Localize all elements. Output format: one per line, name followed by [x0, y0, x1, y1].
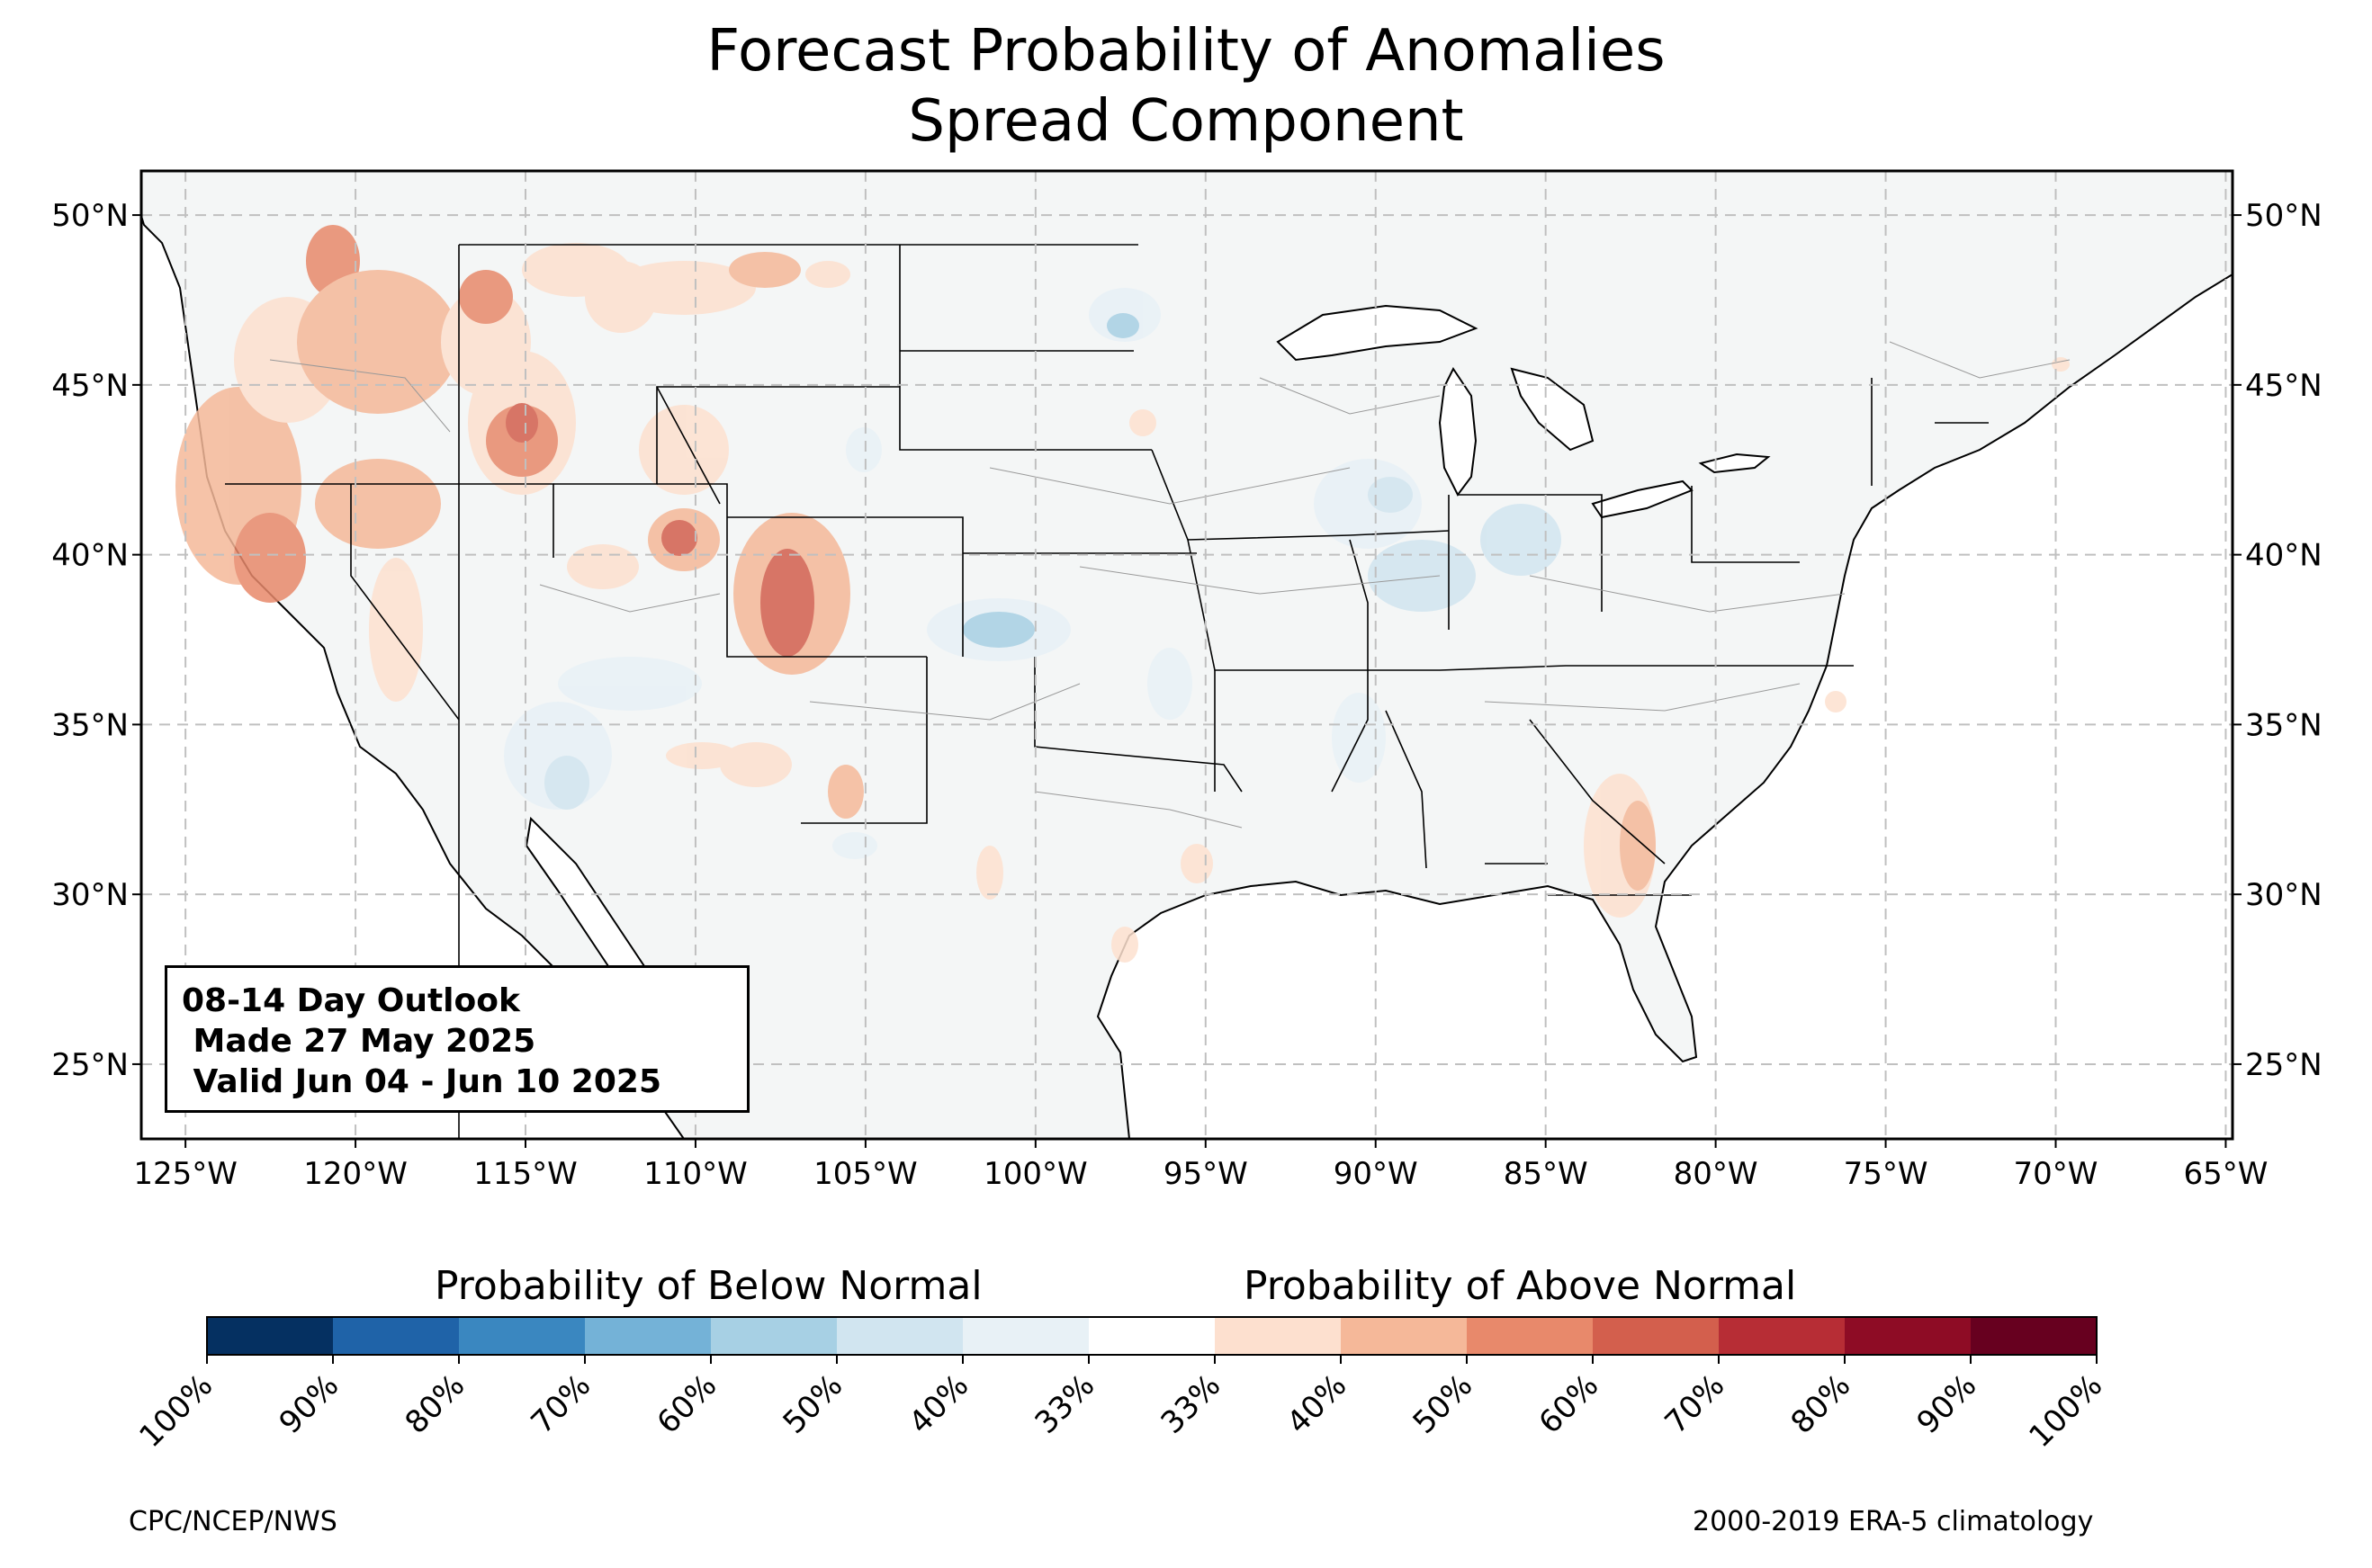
map-frame-border [139, 169, 2234, 1141]
lat-tick-label-left: 30°N [51, 877, 129, 913]
lon-tick-label: 105°W [813, 1156, 918, 1192]
lat-tick-label-right: 40°N [2245, 538, 2323, 574]
outlook-valid-range: Valid Jun 04 - Jun 10 2025 [182, 1063, 662, 1100]
axis-tick-labels: 125°W 120°W 115°W 110°W 105°W 100°W 95°W 90°W 85… [51, 198, 2322, 1192]
lake-ontario [1698, 452, 1771, 474]
lon-tick-label: 75°W [1844, 1156, 1928, 1192]
lat-tick-label-left: 50°N [51, 198, 129, 234]
colorbar-below-normal-label: Probability of Below Normal [435, 1263, 983, 1309]
credit-source: CPC/NCEP/NWS [129, 1506, 337, 1537]
lon-tick-label: 110°W [643, 1156, 748, 1192]
lat-tick-label-right: 30°N [2245, 877, 2323, 913]
minor-boundaries [269, 341, 2071, 829]
lat-tick-label-right: 50°N [2245, 198, 2323, 234]
lon-tick-label: 65°W [2183, 1156, 2268, 1192]
lon-tick-label: 85°W [1504, 1156, 1588, 1192]
outlook-period: 08-14 Day Outlook [182, 982, 520, 1019]
map-title-line2: Spread Component [908, 88, 1464, 155]
lat-tick-label-left: 40°N [51, 538, 129, 574]
lon-tick-label: 95°W [1164, 1156, 1248, 1192]
colorbar-above-normal-label: Probability of Above Normal [1244, 1263, 1797, 1309]
lon-tick-label: 90°W [1334, 1156, 1418, 1192]
outlook-info-box: 08-14 Day Outlook Made 27 May 2025 Valid… [165, 965, 750, 1113]
lon-tick-label: 100°W [984, 1156, 1088, 1192]
lake-huron [1510, 367, 1595, 452]
lat-tick-label-left: 35°N [51, 707, 129, 743]
lon-tick-label: 115°W [473, 1156, 578, 1192]
lat-tick-label-left: 25°N [51, 1047, 129, 1083]
lon-tick-label: 125°W [133, 1156, 238, 1192]
lon-tick-label: 80°W [1674, 1156, 1758, 1192]
lat-tick-label-left: 45°N [51, 368, 129, 404]
outlook-made-date: Made 27 May 2025 [182, 1023, 536, 1060]
credit-climatology: 2000-2019 ERA-5 climatology [1693, 1506, 2094, 1537]
map-title-line1: Forecast Probability of Anomalies [706, 18, 1666, 85]
lon-tick-label: 120°W [303, 1156, 408, 1192]
lat-tick-label-right: 35°N [2245, 707, 2323, 743]
state-boundaries [225, 244, 1989, 1139]
lon-tick-label: 70°W [2014, 1156, 2098, 1192]
lat-tick-label-right: 25°N [2245, 1047, 2323, 1083]
lake-superior [1276, 304, 1478, 362]
lat-tick-label-right: 45°N [2245, 368, 2323, 404]
axis-ticks [132, 214, 2242, 1148]
